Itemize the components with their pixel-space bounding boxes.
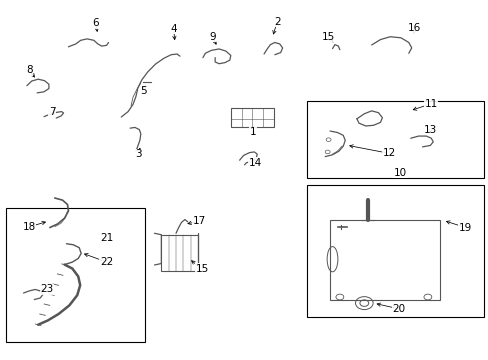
Text: 20: 20 [392,304,405,314]
Text: 13: 13 [423,125,436,135]
Text: 6: 6 [92,18,99,28]
Text: 21: 21 [100,233,113,243]
Text: 17: 17 [192,216,206,226]
Text: 3: 3 [135,149,142,159]
Text: 22: 22 [100,257,113,267]
Text: 19: 19 [458,222,471,233]
Text: 4: 4 [170,24,177,34]
Text: 8: 8 [26,65,33,75]
Text: 12: 12 [382,148,395,158]
Text: 5: 5 [140,86,147,96]
Text: 18: 18 [22,222,36,232]
Bar [329,220,439,300]
Bar [306,101,483,178]
Text: 11: 11 [424,99,437,109]
Bar [6,208,144,342]
Bar [230,108,273,127]
Text: 23: 23 [40,284,54,294]
Text: 7: 7 [49,107,56,117]
Bar [161,235,198,271]
Text: 16: 16 [407,23,421,33]
Text: 2: 2 [273,17,280,27]
Bar [306,185,483,317]
Text: 14: 14 [248,158,262,168]
Text: 1: 1 [249,127,256,138]
Text: 10: 10 [393,168,406,178]
Text: 15: 15 [195,264,208,274]
Text: 15: 15 [321,32,335,42]
Text: 9: 9 [209,32,216,42]
